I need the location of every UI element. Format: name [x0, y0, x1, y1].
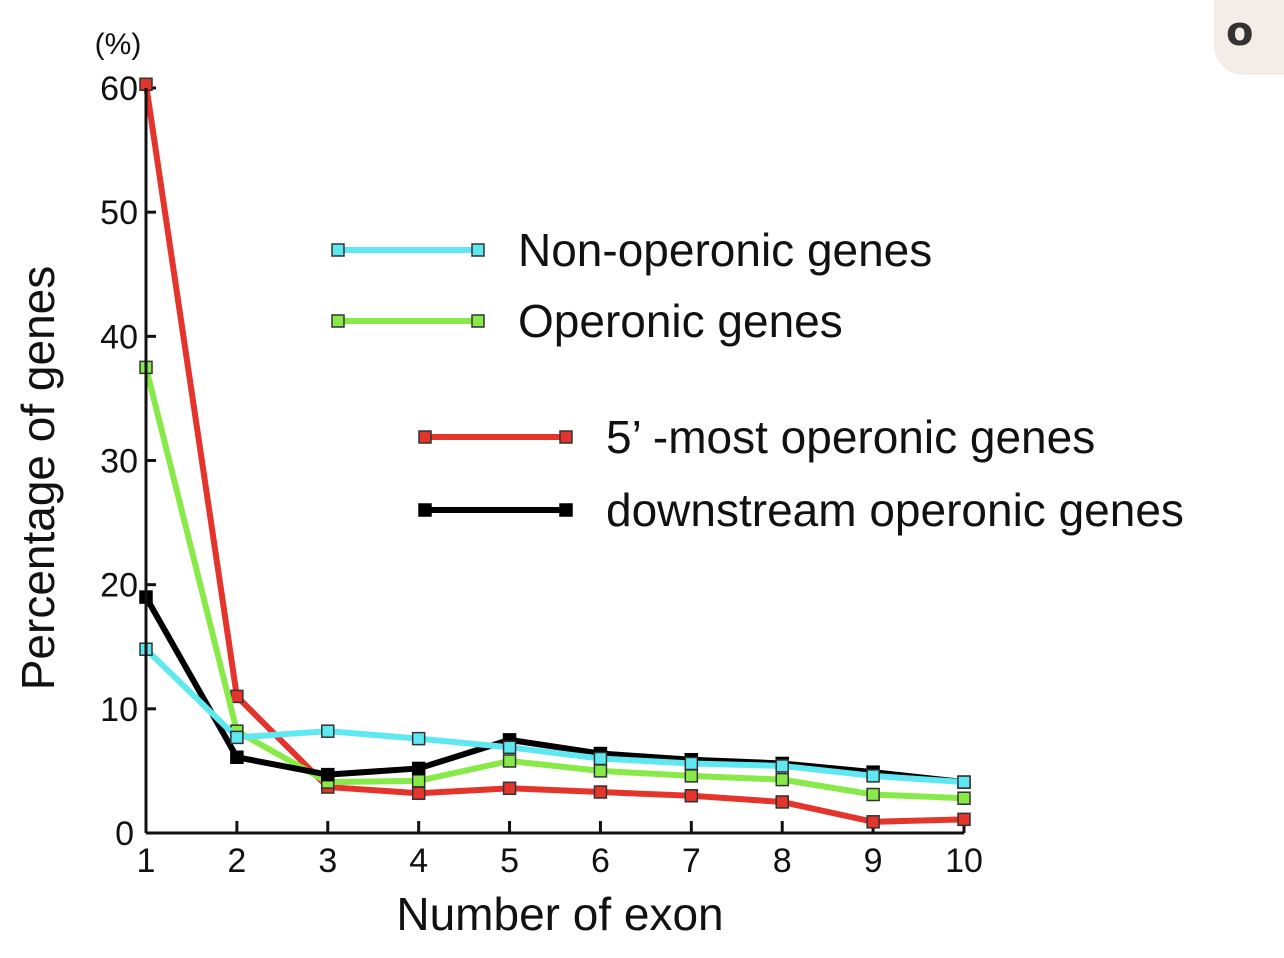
- y-axis-ticks: 0 10 20 30 40 50 60: [100, 70, 156, 853]
- data-point: [321, 767, 335, 782]
- series-line: [143, 647, 965, 786]
- data-point: [502, 754, 517, 768]
- y-tick-label: 0: [115, 815, 134, 853]
- legend-marker: [559, 430, 573, 444]
- x-axis-title: Number of exon: [396, 888, 723, 940]
- data-point: [775, 772, 789, 787]
- x-tick-label: 7: [682, 842, 701, 880]
- series-line: [143, 366, 965, 802]
- data-point: [411, 761, 426, 776]
- data-point: [957, 812, 971, 827]
- y-unit-label: (%): [95, 28, 142, 61]
- legend-label: Operonic genes: [518, 295, 843, 347]
- series-2: [139, 77, 971, 829]
- x-tick-label: 10: [945, 842, 983, 880]
- data-point: [957, 791, 971, 805]
- series-0: [139, 642, 971, 789]
- y-tick-label: 40: [100, 318, 138, 356]
- legend-label: Non-operonic genes: [518, 224, 932, 276]
- y-tick-label: 60: [100, 70, 138, 108]
- data-point: [411, 786, 426, 801]
- data-point: [593, 785, 608, 799]
- x-tick-label: 8: [773, 842, 792, 880]
- legend-item: Non-operonic genes: [331, 224, 932, 276]
- legend-item: downstream operonic genes: [418, 484, 1184, 536]
- legend: Non-operonic genes Operonic genes 5’ -most…: [331, 224, 1184, 536]
- legend-marker: [559, 503, 573, 517]
- legend-label: 5’ -most operonic genes: [606, 411, 1095, 463]
- legend-item: 5’ -most operonic genes: [418, 411, 1095, 463]
- legend-marker: [331, 314, 345, 328]
- x-tick-label: 3: [318, 842, 337, 880]
- data-point: [684, 756, 699, 771]
- data-point: [593, 751, 608, 766]
- x-tick-label: 1: [137, 842, 156, 880]
- data-point: [411, 774, 426, 788]
- y-axis-title: Percentage of genes: [12, 266, 64, 691]
- legend-item: Operonic genes: [331, 295, 843, 347]
- app-badge-icon: o: [1226, 9, 1254, 55]
- data-point: [593, 764, 608, 778]
- data-point: [502, 781, 517, 796]
- legend-marker: [471, 243, 485, 257]
- x-axis-ticks: 1 2 3 4 5 6 7 8 9 10: [137, 821, 983, 880]
- legend-marker: [471, 314, 485, 328]
- legend-marker: [331, 243, 345, 257]
- x-tick-label: 4: [409, 842, 428, 880]
- x-tick-label: 5: [500, 842, 519, 880]
- corner-badge[interactable]: o: [1214, 0, 1284, 75]
- data-point: [230, 730, 244, 745]
- data-point: [411, 731, 426, 746]
- data-point: [321, 724, 335, 738]
- series-line: [143, 595, 965, 786]
- y-tick-label: 30: [100, 443, 138, 481]
- data-point: [230, 750, 244, 765]
- data-point: [957, 775, 971, 789]
- legend-marker: [418, 430, 432, 444]
- y-tick-label: 50: [100, 194, 138, 232]
- series-line: [143, 83, 965, 825]
- data-point: [684, 789, 699, 803]
- data-point: [230, 689, 244, 704]
- data-point: [866, 815, 880, 829]
- data-point: [775, 759, 789, 773]
- y-tick-label: 20: [100, 567, 138, 605]
- x-tick-label: 9: [864, 842, 883, 880]
- data-point: [866, 787, 880, 802]
- y-tick-label: 10: [100, 691, 138, 729]
- legend-label: downstream operonic genes: [606, 484, 1184, 536]
- data-point: [775, 795, 789, 809]
- data-point: [502, 740, 517, 755]
- legend-marker: [418, 503, 432, 517]
- x-tick-label: 2: [227, 842, 246, 880]
- data-point: [684, 769, 699, 783]
- x-tick-label: 6: [591, 842, 610, 880]
- series-3: [139, 590, 971, 789]
- data-point: [866, 769, 880, 783]
- series-layer: [139, 77, 971, 829]
